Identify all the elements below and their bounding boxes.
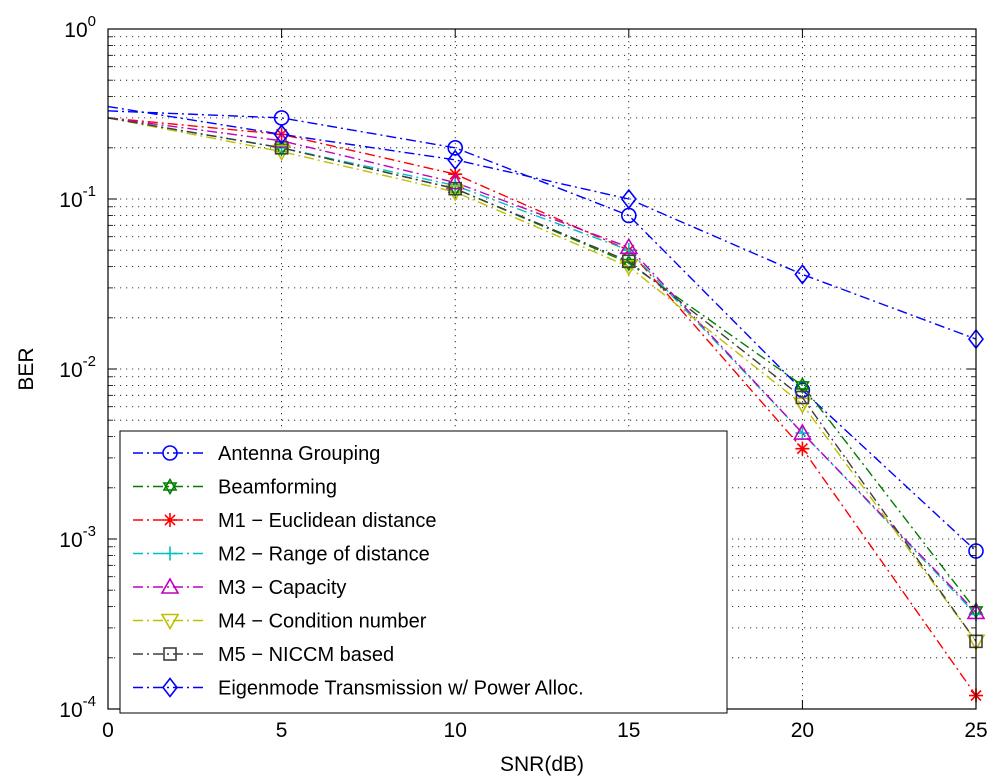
x-axis-label: SNR(dB)	[500, 753, 584, 776]
x-tick-label: 20	[791, 719, 814, 742]
legend-label: M1 − Euclidean distance	[218, 510, 436, 532]
legend-marker	[163, 513, 177, 527]
y-axis-label: BER	[15, 347, 38, 390]
legend-entry: M5 − NICCM based	[133, 644, 394, 666]
legend-entry: Antenna Grouping	[133, 443, 380, 465]
legend-label: M2 − Range of distance	[218, 544, 430, 566]
legend-label: M3 − Capacity	[218, 577, 346, 599]
x-tick-label: 25	[964, 719, 987, 742]
legend-marker	[162, 445, 178, 461]
legend-label: Eigenmode Transmission w/ Power Alloc.	[218, 678, 584, 700]
legend-label: M5 − NICCM based	[218, 644, 394, 666]
y-tick-label: 10-3	[59, 523, 96, 552]
data-point	[445, 185, 465, 202]
y-tick-label: 10-2	[59, 353, 96, 382]
data-point	[619, 237, 639, 255]
data-point	[447, 149, 464, 171]
legend-entry: M3 − Capacity	[133, 577, 346, 599]
legend-label: M4 − Condition number	[218, 611, 427, 633]
data-point	[272, 144, 291, 162]
legend-marker	[163, 546, 177, 561]
data-point	[621, 254, 636, 269]
data-point	[448, 181, 463, 196]
series-line	[107, 117, 977, 613]
series-line	[107, 105, 977, 340]
legend-marker	[160, 613, 180, 631]
legend-box	[119, 430, 728, 714]
data-point	[447, 140, 464, 156]
legend-marker	[163, 647, 177, 661]
legend-entry: Beamforming	[133, 477, 337, 499]
x-tick-label: 5	[276, 719, 288, 742]
data-point	[795, 390, 810, 405]
legend-entry: M1 − Euclidean distance	[133, 510, 436, 532]
y-tick-label: 10-1	[59, 183, 96, 212]
series-7	[107, 117, 983, 649]
x-tick-label: 0	[102, 719, 114, 742]
data-point	[273, 124, 290, 145]
series-layer	[107, 105, 986, 703]
series-line	[107, 117, 977, 642]
series-8	[107, 105, 985, 350]
data-point	[794, 376, 810, 395]
legend: Antenna Grouping Beamforming M1 − Euclidea…	[119, 430, 728, 714]
legend-marker	[162, 477, 178, 496]
legend-entry: M4 − Condition number	[133, 611, 427, 633]
data-point	[620, 188, 637, 210]
data-point	[793, 423, 812, 440]
ticks: 0 5 10 15 20 25 100 10-1 10-2 10-3 10-4	[59, 13, 987, 742]
y-tick-label: 100	[64, 13, 96, 42]
legend-label: Beamforming	[218, 477, 337, 499]
legend-entry: M2 − Range of distance	[133, 544, 430, 566]
legend-marker	[161, 677, 179, 698]
x-tick-label: 10	[444, 719, 467, 742]
legend-marker	[160, 577, 180, 594]
data-point	[795, 441, 810, 456]
legend-label: Antenna Grouping	[218, 443, 380, 465]
data-point	[272, 131, 291, 148]
y-tick-label: 10-4	[59, 693, 96, 722]
legend-entry: Eigenmode Transmission w/ Power Alloc.	[133, 677, 584, 700]
x-tick-label: 15	[617, 719, 640, 742]
data-point	[274, 141, 289, 155]
series-line	[107, 117, 977, 642]
series-line	[107, 110, 977, 552]
series-line	[107, 117, 977, 696]
data-point	[794, 264, 811, 285]
